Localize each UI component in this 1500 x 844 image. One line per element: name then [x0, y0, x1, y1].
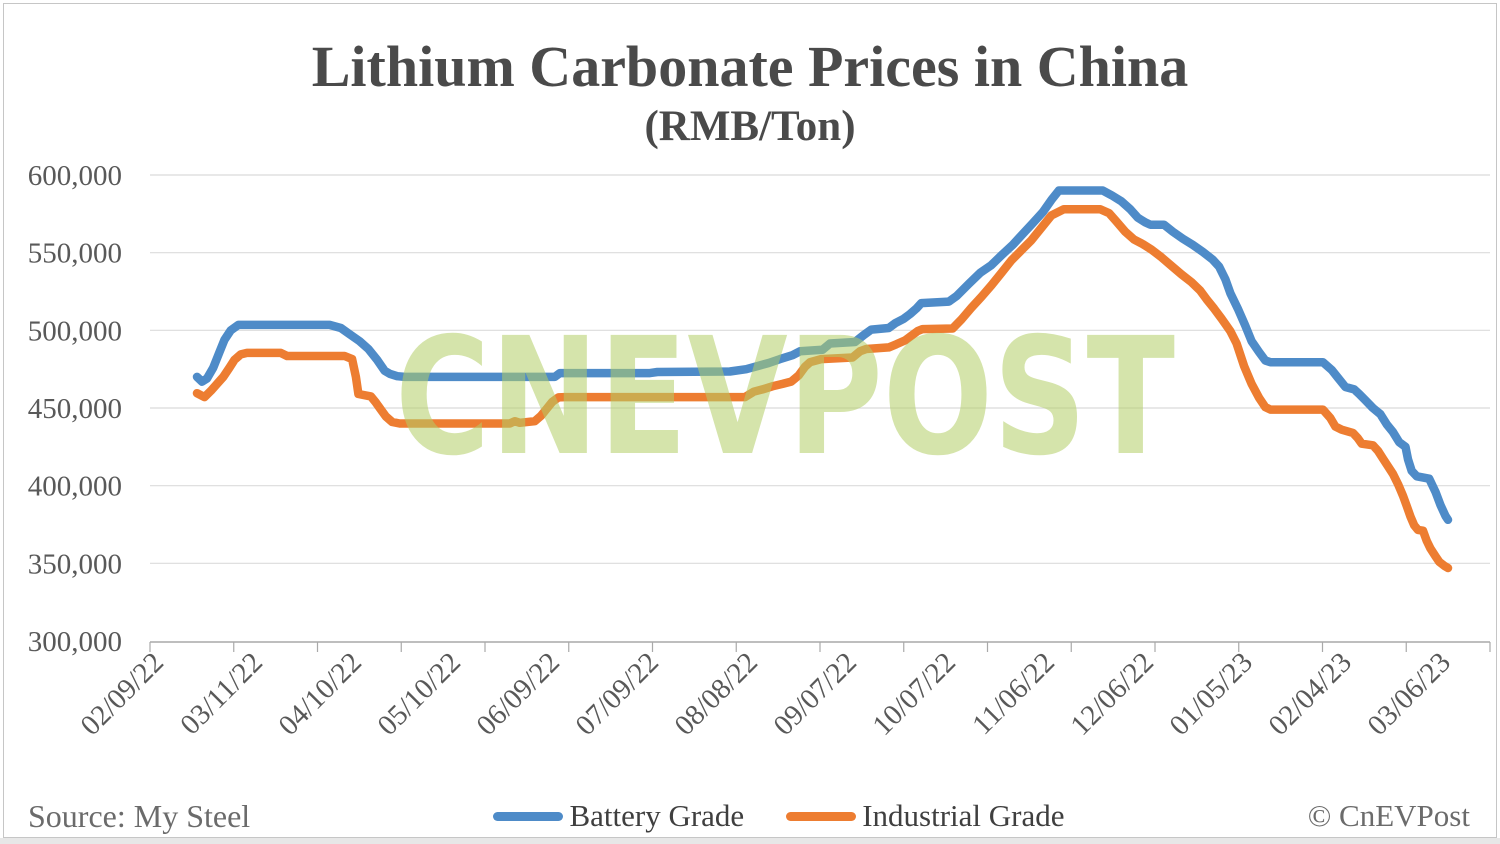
series-line-battery-grade: [192, 186, 1453, 525]
y-tick-label: 600,000: [28, 160, 122, 192]
y-tick-label: 400,000: [28, 471, 122, 503]
y-tick-label: 450,000: [28, 393, 122, 425]
chart-title: Lithium Carbonate Prices in China: [312, 34, 1189, 99]
legend: Battery Grade Industrial Grade: [493, 798, 1064, 834]
chart-subtitle: (RMB/Ton): [644, 103, 855, 150]
bottom-edge: [0, 838, 1500, 844]
y-tick-label: 500,000: [28, 315, 122, 347]
legend-swatch-battery-grade: [493, 811, 564, 821]
legend-item-battery-grade: Battery Grade: [493, 798, 744, 834]
legend-label-industrial-grade: Industrial Grade: [862, 798, 1065, 833]
x-tick-label: 02/04/23: [1262, 646, 1358, 742]
y-tick-label: 300,000: [28, 626, 122, 658]
y-tick-label: 350,000: [28, 548, 122, 580]
y-tick-label: 550,000: [28, 238, 122, 270]
x-tick-label: 04/10/22: [272, 646, 368, 742]
series-line-industrial-grade: [192, 204, 1453, 573]
x-tick-label: 11/06/22: [966, 646, 1061, 741]
legend-label-battery-grade: Battery Grade: [569, 798, 745, 833]
legend-swatch-industrial-grade: [786, 811, 857, 821]
legend-item-industrial-grade: Industrial Grade: [786, 798, 1064, 834]
x-tick-label: 03/11/22: [174, 646, 269, 741]
x-tick-label: 07/09/22: [569, 646, 665, 742]
x-tick-label: 08/08/22: [668, 646, 764, 742]
x-tick-label: 09/07/22: [767, 646, 863, 742]
x-tick-label: 03/06/23: [1361, 646, 1457, 742]
x-tick-label: 06/09/22: [470, 646, 566, 742]
footer: Source: My Steel Battery Grade Industria…: [28, 796, 1470, 836]
credit-text: © CnEVPost: [1307, 798, 1470, 833]
source-text: Source: My Steel: [28, 797, 251, 834]
x-tick-label: 12/06/22: [1064, 646, 1160, 742]
watermark-text: CNEVPOST: [395, 304, 1175, 492]
x-tick-label: 05/10/22: [371, 646, 467, 742]
x-tick-label: 01/05/23: [1163, 646, 1259, 742]
x-tick-label: 02/09/22: [74, 646, 170, 742]
x-tick-label: 10/07/22: [866, 646, 962, 742]
